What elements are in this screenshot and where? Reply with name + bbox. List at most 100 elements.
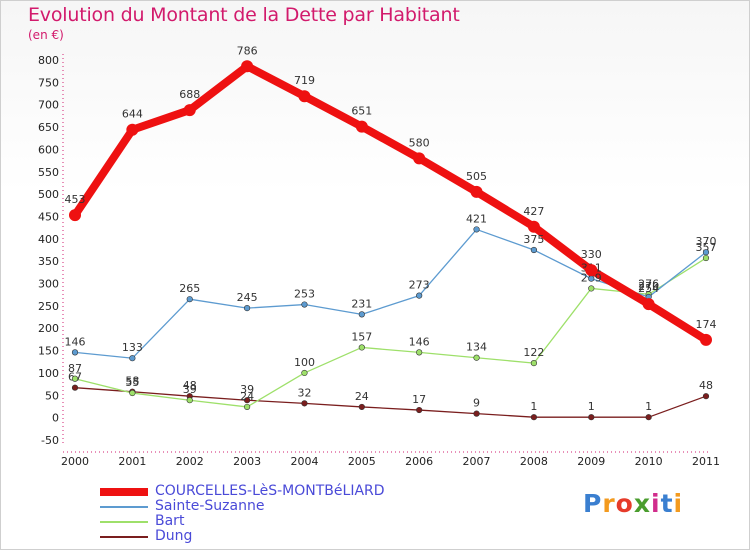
point-sainte-suzanne [358, 311, 365, 318]
point-bart [530, 360, 538, 367]
point-bart [588, 285, 595, 292]
point-courcelles [298, 90, 311, 103]
point-courcelles [527, 220, 540, 233]
point-sainte-suzanne [530, 246, 538, 254]
data-label-dung: 1 [645, 400, 652, 413]
point-courcelles [241, 60, 254, 73]
data-label-dung: 48 [183, 379, 197, 392]
point-bart [358, 344, 365, 351]
point-dung [645, 414, 652, 421]
proxiti-logo: Proxiti [583, 489, 684, 518]
y-tick-label: 400 [38, 233, 59, 246]
data-label-courcelles: 330 [581, 248, 602, 261]
data-label-sainte-suzanne: 133 [122, 341, 143, 354]
series-line-dung [74, 387, 707, 418]
point-dung [473, 410, 480, 417]
data-label-dung: 1 [530, 400, 537, 413]
data-label-sainte-suzanne: 253 [294, 288, 315, 301]
data-label-sainte-suzanne: 245 [237, 291, 258, 304]
data-label-sainte-suzanne: 421 [466, 212, 487, 225]
data-label-dung: 32 [297, 386, 311, 399]
point-bart [243, 403, 251, 411]
data-label-dung: 58 [125, 375, 139, 388]
point-courcelles [700, 333, 712, 346]
point-sainte-suzanne [71, 349, 79, 356]
point-bart [186, 397, 193, 404]
data-label-dung: 48 [699, 379, 713, 392]
point-sainte-suzanne [301, 301, 308, 308]
data-label-bart: 55 [125, 376, 139, 389]
y-tick-label: 300 [38, 278, 59, 291]
point-courcelles [355, 120, 368, 133]
data-label-dung: 39 [240, 383, 254, 396]
chart-unit: (en €) [28, 28, 64, 42]
data-label-dung: 24 [355, 390, 369, 403]
y-tick-label: 100 [38, 367, 59, 380]
x-tick-label: 2004 [290, 455, 318, 468]
data-label-dung: 9 [473, 397, 480, 410]
y-tick-label: 550 [38, 166, 59, 179]
legend-label-sainte-suzanne: Sainte-Suzanne [155, 498, 265, 514]
x-tick-label: 2000 [61, 455, 89, 468]
y-tick-label: 150 [38, 345, 59, 358]
legend-swatch-dung [100, 536, 148, 538]
data-label-dung: 1 [588, 400, 595, 413]
y-tick-label: 450 [38, 210, 59, 223]
point-dung [243, 397, 251, 404]
data-label-bart: 39 [183, 383, 197, 396]
point-dung [358, 403, 365, 411]
x-tick-label: 2010 [635, 455, 663, 468]
point-dung [702, 393, 710, 400]
point-courcelles [642, 298, 655, 311]
data-label-bart: 100 [294, 356, 315, 369]
data-label-sainte-suzanne: 265 [179, 282, 200, 295]
point-courcelles [470, 185, 483, 198]
data-label-sainte-suzanne: 146 [65, 335, 86, 348]
data-label-bart: 87 [68, 362, 82, 375]
x-tick-label: 2003 [233, 455, 261, 468]
y-tick-label: -50 [41, 434, 59, 447]
point-courcelles [126, 123, 139, 136]
data-label-sainte-suzanne: 375 [523, 233, 544, 246]
y-tick-label: 50 [45, 389, 59, 402]
series-line-sainte-suzanne [74, 228, 707, 359]
data-label-bart: 157 [351, 330, 372, 343]
point-sainte-suzanne [416, 292, 423, 299]
point-sainte-suzanne [473, 226, 480, 233]
x-tick-label: 2007 [463, 455, 491, 468]
x-tick-label: 2009 [577, 455, 605, 468]
point-bart [473, 354, 480, 361]
data-label-courcelles: 719 [294, 74, 315, 87]
data-label-courcelles: 644 [122, 108, 143, 121]
data-label-sainte-suzanne: 231 [351, 297, 372, 310]
point-courcelles [585, 264, 598, 277]
y-tick-label: 0 [52, 412, 59, 425]
point-dung [588, 414, 595, 421]
point-courcelles [413, 152, 426, 165]
legend-label-bart: Bart [155, 513, 185, 529]
x-tick-label: 2005 [348, 455, 376, 468]
x-tick-label: 2008 [520, 455, 548, 468]
data-label-bart: 276 [638, 277, 659, 290]
data-label-sainte-suzanne: 273 [409, 279, 430, 292]
y-tick-label: 250 [38, 300, 59, 313]
legend-label-courcelles: COURCELLES-LèS-MONTBéLIARD [155, 483, 385, 499]
y-tick-label: 600 [38, 143, 59, 156]
y-tick-label: 700 [38, 99, 59, 112]
point-sainte-suzanne [186, 296, 193, 303]
data-label-courcelles: 786 [237, 44, 258, 57]
legend-swatch-sainte-suzanne [100, 506, 148, 508]
data-label-bart: 134 [466, 341, 487, 354]
point-dung [530, 414, 538, 421]
point-courcelles [183, 104, 196, 117]
point-bart [71, 375, 79, 382]
point-bart [416, 349, 423, 356]
point-dung [71, 384, 79, 391]
data-label-sainte-suzanne: 370 [696, 235, 717, 248]
y-tick-label: 500 [38, 188, 59, 201]
point-sainte-suzanne [129, 355, 136, 362]
point-sainte-suzanne [588, 275, 595, 282]
x-tick-label: 2011 [692, 455, 720, 468]
